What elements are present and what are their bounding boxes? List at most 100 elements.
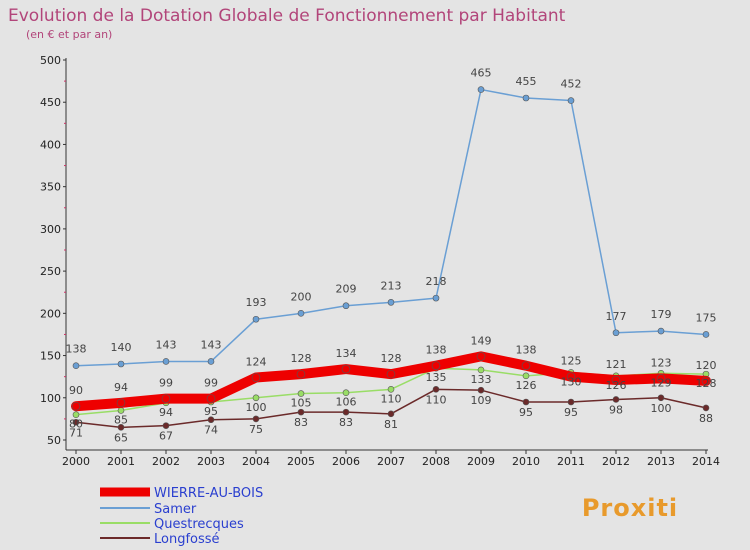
data-label: 65 <box>114 431 128 444</box>
data-label: 455 <box>516 75 537 88</box>
data-point <box>522 94 530 102</box>
x-tick-label: 2004 <box>242 455 270 468</box>
data-point <box>432 294 440 302</box>
data-point <box>252 415 260 423</box>
data-label: 121 <box>606 358 627 371</box>
data-label: 94 <box>159 406 173 419</box>
data-label: 75 <box>249 423 263 436</box>
data-label: 138 <box>66 343 87 356</box>
proxiti-logo: Proxiti <box>582 494 677 522</box>
x-tick-label: 2002 <box>152 455 180 468</box>
data-point <box>72 362 80 369</box>
x-tick-label: 2005 <box>287 455 315 468</box>
data-label: 193 <box>246 296 267 309</box>
data-label: 209 <box>336 283 357 296</box>
y-tick-label: 450 <box>40 96 61 109</box>
data-point <box>657 394 665 402</box>
legend-label: WIERRE-AU-BOIS <box>154 486 263 501</box>
x-tick-label: 2012 <box>602 455 630 468</box>
data-label: 128 <box>696 377 717 390</box>
x-tick-label: 2000 <box>62 455 90 468</box>
data-point <box>477 386 485 394</box>
data-point <box>251 373 261 382</box>
data-label: 81 <box>384 418 398 431</box>
data-label: 138 <box>516 344 537 357</box>
data-label: 143 <box>201 338 222 351</box>
data-point <box>297 310 305 317</box>
data-point <box>387 386 395 393</box>
plot-area: 50 100 150 200 250 300 350 400 450 500 2000 2001 200… <box>40 54 720 468</box>
data-point <box>297 390 305 397</box>
data-point <box>476 352 486 361</box>
data-point <box>342 302 350 310</box>
y-tick-label: 50 <box>47 434 61 447</box>
x-tick-label: 2011 <box>557 455 585 468</box>
data-point <box>702 331 710 338</box>
data-point <box>252 394 260 402</box>
data-label: 100 <box>651 402 672 415</box>
data-point <box>71 401 81 411</box>
data-point <box>432 386 440 393</box>
x-tick-label: 2003 <box>197 455 225 468</box>
data-point <box>117 424 125 431</box>
data-point <box>387 299 395 306</box>
data-label: 109 <box>471 394 492 407</box>
data-label: 90 <box>69 384 83 397</box>
data-label: 452 <box>561 78 582 91</box>
data-point <box>386 369 396 379</box>
data-point <box>522 398 530 406</box>
data-label: 67 <box>159 430 173 443</box>
data-point <box>656 374 666 383</box>
data-label: 99 <box>159 377 173 390</box>
data-label: 74 <box>204 424 218 437</box>
data-point <box>522 372 530 380</box>
data-point <box>566 372 576 381</box>
data-label: 128 <box>291 352 312 365</box>
data-label: 465 <box>471 67 492 80</box>
data-label: 98 <box>609 403 623 416</box>
data-point <box>162 358 170 365</box>
data-label: 95 <box>204 405 218 418</box>
data-point <box>431 361 441 370</box>
data-label: 123 <box>651 356 672 369</box>
data-label: 125 <box>561 355 582 368</box>
data-point <box>161 394 171 403</box>
data-point <box>477 86 485 93</box>
data-label: 200 <box>291 290 312 303</box>
data-point <box>657 327 665 335</box>
data-point <box>207 416 215 424</box>
data-label: 179 <box>651 308 672 321</box>
data-label: 218 <box>426 275 447 288</box>
data-label: 120 <box>696 359 717 372</box>
data-label: 95 <box>519 406 533 419</box>
x-tick-label: 2001 <box>107 455 135 468</box>
x-tick-label: 2009 <box>467 455 495 468</box>
legend-label: Questrecques <box>154 517 244 532</box>
data-label: 134 <box>336 347 357 360</box>
data-point <box>252 315 260 323</box>
data-point <box>477 366 485 374</box>
data-point <box>116 398 126 408</box>
y-tick-label: 500 <box>40 54 61 67</box>
data-point <box>162 422 170 429</box>
data-point <box>611 375 621 385</box>
data-point <box>612 329 620 337</box>
x-tick-label: 2006 <box>332 455 360 468</box>
y-tick-label: 350 <box>40 181 61 194</box>
data-label: 83 <box>339 416 353 429</box>
data-point <box>342 389 350 397</box>
data-label: 94 <box>114 381 128 394</box>
x-tick-label: 2008 <box>422 455 450 468</box>
x-tick-label: 2013 <box>647 455 675 468</box>
data-label: 99 <box>204 377 218 390</box>
y-tick-label: 400 <box>40 138 61 151</box>
data-label: 88 <box>699 412 713 425</box>
x-tick-label: 2014 <box>692 455 720 468</box>
data-label: 135 <box>426 371 447 384</box>
data-label: 110 <box>381 392 402 405</box>
data-point <box>72 411 80 418</box>
data-point <box>117 360 125 368</box>
y-tick-label: 200 <box>40 307 61 320</box>
data-label: 128 <box>381 352 402 365</box>
data-label: 95 <box>564 406 578 419</box>
